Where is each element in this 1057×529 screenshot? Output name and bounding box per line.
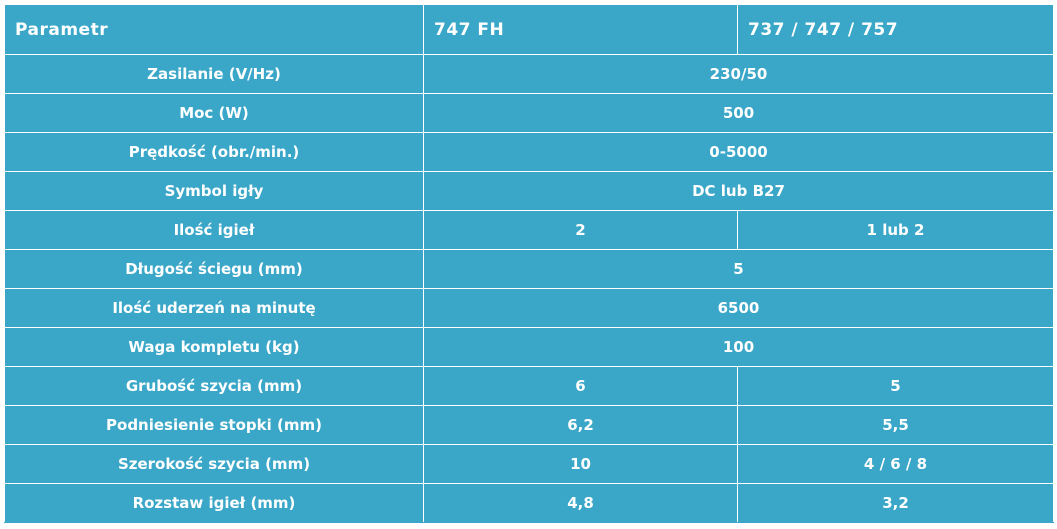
row-value-b: 4 / 6 / 8 (737, 444, 1054, 484)
header-model-a: 747 FH (423, 4, 738, 55)
table-row: Szerokość szycia (mm) 10 4 / 6 / 8 (4, 444, 1054, 484)
table-row: Grubość szycia (mm) 6 5 (4, 366, 1054, 406)
header-row: Parametr 747 FH 737 / 747 / 757 (4, 4, 1054, 55)
table-row: Zasilanie (V/Hz) 230/50 (4, 54, 1054, 94)
row-value: 100 (423, 327, 1054, 367)
row-label: Rozstaw igieł (mm) (4, 483, 424, 523)
row-value-b: 5,5 (737, 405, 1054, 445)
row-value: DC lub B27 (423, 171, 1054, 211)
row-label: Ilość igieł (4, 210, 424, 250)
header-param: Parametr (4, 4, 424, 55)
row-value: 0-5000 (423, 132, 1054, 172)
row-value-a: 6 (423, 366, 738, 406)
table-row: Moc (W) 500 (4, 93, 1054, 133)
row-value: 230/50 (423, 54, 1054, 94)
header-model-b: 737 / 747 / 757 (737, 4, 1054, 55)
row-value-a: 2 (423, 210, 738, 250)
spec-table: Parametr 747 FH 737 / 747 / 757 Zasilani… (4, 4, 1054, 523)
row-label: Zasilanie (V/Hz) (4, 54, 424, 94)
row-label: Szerokość szycia (mm) (4, 444, 424, 484)
row-label: Grubość szycia (mm) (4, 366, 424, 406)
table-row: Symbol igły DC lub B27 (4, 171, 1054, 211)
row-label: Ilość uderzeń na minutę (4, 288, 424, 328)
table-row: Podniesienie stopki (mm) 6,2 5,5 (4, 405, 1054, 445)
row-value-b: 5 (737, 366, 1054, 406)
row-value-a: 10 (423, 444, 738, 484)
table-row: Ilość uderzeń na minutę 6500 (4, 288, 1054, 328)
table-row: Długość ściegu (mm) 5 (4, 249, 1054, 289)
row-label: Waga kompletu (kg) (4, 327, 424, 367)
row-value-a: 6,2 (423, 405, 738, 445)
row-label: Prędkość (obr./min.) (4, 132, 424, 172)
table-row: Waga kompletu (kg) 100 (4, 327, 1054, 367)
row-value: 6500 (423, 288, 1054, 328)
table-row: Prędkość (obr./min.) 0-5000 (4, 132, 1054, 172)
table-row: Ilość igieł 2 1 lub 2 (4, 210, 1054, 250)
row-value: 500 (423, 93, 1054, 133)
row-value-a: 4,8 (423, 483, 738, 523)
row-label: Długość ściegu (mm) (4, 249, 424, 289)
row-value-b: 1 lub 2 (737, 210, 1054, 250)
row-label: Moc (W) (4, 93, 424, 133)
row-label: Symbol igły (4, 171, 424, 211)
row-label: Podniesienie stopki (mm) (4, 405, 424, 445)
table-row: Rozstaw igieł (mm) 4,8 3,2 (4, 483, 1054, 523)
row-value-b: 3,2 (737, 483, 1054, 523)
row-value: 5 (423, 249, 1054, 289)
